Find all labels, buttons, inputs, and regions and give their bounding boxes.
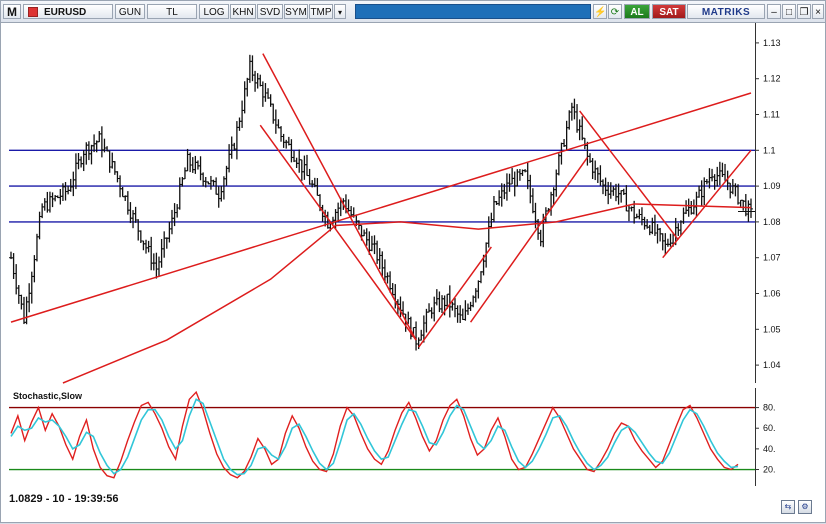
price-panel[interactable] [9,23,756,383]
status-bar [1,487,825,521]
stochastic-axis-label: 60. [763,423,776,433]
price-axis-label: 1.09 [763,181,781,191]
close-icon[interactable]: × [812,4,824,19]
tool-button-log[interactable]: LOG [199,4,229,19]
stochastic-k-line [10,390,739,479]
trendline [418,246,492,348]
cursor-readout: 1.0829 - 10 - 19:39:56 [9,493,119,505]
settings-icon[interactable]: ⚙ [798,500,812,514]
trendline [262,53,417,341]
toolbar: M EURUSD GUN TL LOG KHN SVD SYM TMP ▾ ⚡ … [1,1,825,23]
price-axis-label: 1.05 [763,324,781,334]
price-axis-label: 1.12 [763,74,781,84]
price-axis-label: 1.06 [763,289,781,299]
symbol-label: EURUSD [44,7,87,18]
trendline [10,92,752,323]
stochastic-axis-label: 20. [763,465,776,475]
tool-button-khn[interactable]: KHN [230,4,256,19]
sell-button[interactable]: SAT [652,4,686,19]
price-axis-label: 1.04 [763,360,781,370]
flash-icon[interactable]: ⚡ [593,4,607,19]
menu-button[interactable]: M [3,4,21,19]
tool-button-gun[interactable]: GUN [115,4,145,19]
tool-button-svd[interactable]: SVD [257,4,283,19]
trendline [662,149,752,259]
buy-button[interactable]: AL [624,4,650,19]
trendline [259,124,417,341]
trendline [579,110,679,241]
tool-button-tmp[interactable]: TMP [309,4,333,19]
stochastic-axis-label: 80. [763,403,776,413]
restore-icon[interactable]: ❐ [797,4,811,19]
toolbar-dropdown-button[interactable]: ▾ [334,4,346,19]
moving-average-line [62,203,752,384]
price-axis-label: 1.07 [763,253,781,263]
tool-button-tl[interactable]: TL [147,4,197,19]
price-axis-label: 1.13 [763,38,781,48]
brand-logo: MATRIKS [687,4,765,19]
symbol-selector[interactable]: EURUSD [23,4,113,19]
trendline [469,157,589,323]
price-axis-label: 1.1 [763,145,776,155]
tool-button-sym[interactable]: SYM [284,4,308,19]
price-axis-label: 1.11 [763,110,780,120]
stochastic-d-line [10,398,739,476]
minimize-icon[interactable]: – [767,4,781,19]
symbol-icon [28,7,38,17]
toolbar-info-strip [355,4,591,19]
maximize-icon[interactable]: □ [782,4,796,19]
refresh-icon[interactable]: ⟳ [608,4,622,19]
stochastic-axis-label: 40. [763,444,776,454]
price-axis-label: 1.08 [763,217,781,227]
sync-icon[interactable]: ⇆ [781,500,795,514]
stochastic-title: Stochastic,Slow [13,391,83,401]
